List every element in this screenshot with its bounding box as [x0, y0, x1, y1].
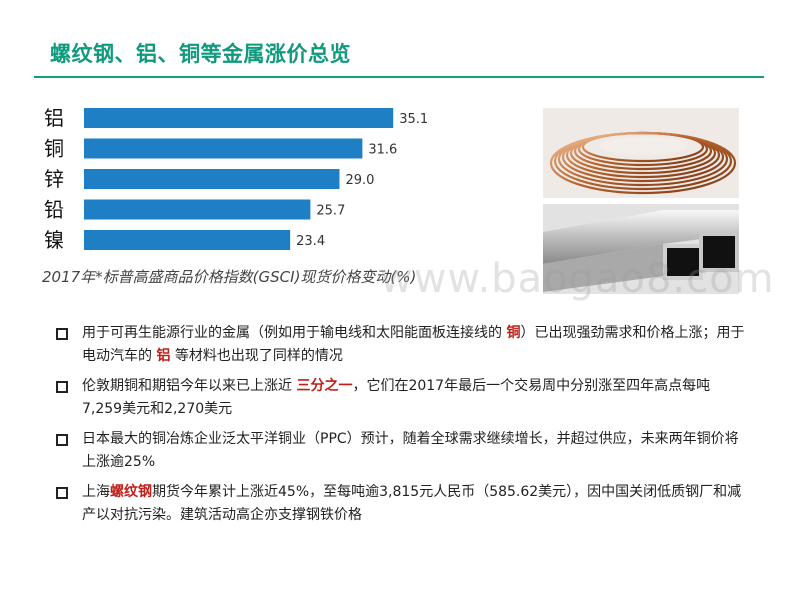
bullet-item: 伦敦期铜和期铝今年以来已上涨近 三分之一，它们在2017年最后一个交易周中分别涨… — [56, 375, 746, 421]
bullet-text: 伦敦期铜和期铝今年以来已上涨近 — [82, 378, 297, 394]
bullet-text: 用于可再生能源行业的金属（例如用于输电线和太阳能面板连接线的 — [82, 325, 507, 341]
bar-chart: 铝 35.1 铜 31.6 锌 29.0 铅 25.7 镍 23.4 — [44, 106, 428, 252]
value-label: 25.7 — [316, 204, 345, 219]
category-label: 铅 — [44, 198, 64, 222]
category-label: 锌 — [44, 167, 64, 191]
bullet-text: 等材料也出现了同样的情况 — [170, 348, 343, 364]
bullet-text: 期货今年累计上涨近45%，至每吨逾3,815元人民币（585.62美元），因中国… — [82, 484, 742, 523]
highlight-text: 铝 — [156, 348, 171, 364]
chart-caption: 2017年*标普高盛商品价格指数(GSCI)现货价格变动(%) — [42, 268, 417, 286]
category-label: 镍 — [44, 228, 64, 252]
bar — [84, 108, 394, 128]
bar — [84, 199, 311, 220]
bullet-list: 用于可再生能源行业的金属（例如用于输电线和太阳能面板连接线的 铜）已出现强劲需求… — [56, 322, 746, 534]
value-label: 31.6 — [368, 143, 397, 158]
value-label: 29.0 — [345, 173, 374, 188]
aluminum-square-tubes-icon — [543, 204, 739, 294]
bar — [84, 138, 363, 159]
copper-wire-coil-icon — [543, 108, 739, 198]
value-label: 35.1 — [399, 112, 428, 127]
bullet-text: 日本最大的铜冶炼企业泛太平洋铜业（PPC）预计，随着全球需求继续增长，并超过供应… — [82, 431, 739, 470]
bullet-text: ，它们在2017年最后一个交易周中分别涨至四年高点每吨7,259美元和2,270… — [82, 378, 711, 417]
square-bullet-icon — [56, 328, 68, 340]
category-label: 铜 — [44, 137, 64, 161]
title-divider — [34, 76, 764, 78]
watermark: www.baogao8.com — [380, 256, 775, 302]
highlight-text: 铜 — [506, 325, 521, 341]
copper-wire-photo — [543, 108, 739, 198]
bullet-item: 日本最大的铜冶炼企业泛太平洋铜业（PPC）预计，随着全球需求继续增长，并超过供应… — [56, 428, 746, 474]
slide-title: 螺纹钢、铝、铜等金属涨价总览 — [50, 42, 351, 66]
bar — [84, 169, 340, 189]
bullet-item: 用于可再生能源行业的金属（例如用于输电线和太阳能面板连接线的 铜）已出现强劲需求… — [56, 322, 746, 368]
bar — [84, 230, 291, 250]
square-bullet-icon — [56, 381, 68, 393]
square-bullet-icon — [56, 487, 68, 499]
square-bullet-icon — [56, 434, 68, 446]
bullet-text: 上海 — [82, 484, 110, 500]
category-label: 铝 — [44, 106, 64, 130]
bullet-item: 上海螺纹钢期货今年累计上涨近45%，至每吨逾3,815元人民币（585.62美元… — [56, 481, 746, 527]
aluminum-tubes-photo — [543, 204, 739, 294]
value-label: 23.4 — [296, 234, 325, 249]
bullet-text: ）已出现强劲需求和价格上涨；用于电动汽车的 — [82, 325, 745, 364]
highlight-text: 三分之一 — [296, 378, 353, 394]
highlight-text: 螺纹钢 — [110, 484, 152, 500]
